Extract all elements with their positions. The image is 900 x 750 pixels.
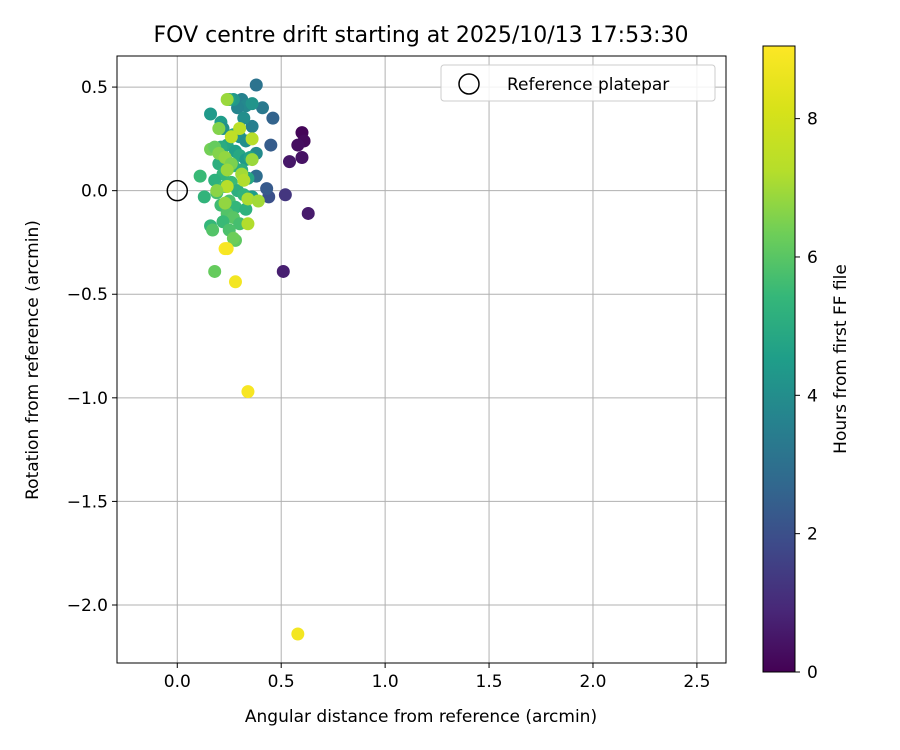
colorbar-tick-label: 2	[807, 525, 818, 545]
data-point	[220, 163, 234, 177]
colorbar-gradient	[762, 45, 796, 673]
y-tick-label: −2.0	[67, 596, 108, 616]
x-tick-label: 2.0	[579, 672, 606, 692]
y-tick-label: −0.5	[67, 285, 108, 305]
data-point	[224, 130, 238, 144]
x-tick-label: 2.5	[683, 672, 710, 692]
data-point	[291, 627, 305, 641]
legend: Reference platepar	[440, 64, 716, 102]
data-point	[260, 182, 274, 196]
data-point	[206, 223, 220, 237]
data-point	[239, 202, 253, 216]
data-point	[208, 173, 222, 187]
colorbar-tick-label: 6	[807, 248, 818, 268]
data-point	[228, 275, 242, 289]
y-axis-label: Rotation from reference (arcmin)	[23, 220, 43, 500]
colorbar: 0 2 4 6 8 Hours from first FF file	[762, 45, 851, 683]
scatter-points	[166, 78, 315, 641]
data-point	[241, 385, 255, 399]
chart-title: FOV centre drift starting at 2025/10/13 …	[154, 23, 689, 48]
colorbar-ticks: 0 2 4 6 8	[795, 110, 818, 683]
data-point	[197, 190, 211, 204]
data-point	[220, 93, 234, 107]
data-point	[212, 122, 226, 136]
data-point	[210, 184, 224, 198]
data-point	[245, 119, 259, 133]
data-point	[245, 132, 259, 146]
data-point	[301, 206, 315, 220]
colorbar-tick-label: 8	[807, 110, 818, 130]
data-point	[266, 111, 280, 125]
legend-box	[440, 64, 716, 102]
legend-reference-marker	[458, 73, 480, 95]
axes-frame	[116, 55, 727, 664]
data-point	[291, 138, 305, 152]
colorbar-label: Hours from first FF file	[831, 264, 851, 454]
data-point	[251, 194, 265, 208]
x-tick-label: 1.5	[476, 672, 503, 692]
data-point	[249, 78, 263, 92]
reference-platepar-marker	[166, 179, 189, 202]
data-point	[283, 155, 297, 169]
data-point	[237, 111, 251, 125]
data-point	[276, 264, 290, 278]
x-axis-label: Angular distance from reference (arcmin)	[245, 707, 597, 727]
y-tick-label: 0.5	[81, 78, 108, 98]
legend-label: Reference platepar	[507, 75, 669, 95]
x-tick-label: 1.0	[372, 672, 399, 692]
data-point	[208, 264, 222, 278]
data-point	[193, 169, 207, 183]
data-point	[241, 192, 255, 206]
y-tick-label: 0.0	[81, 182, 108, 202]
data-point	[220, 242, 234, 256]
data-point	[295, 151, 309, 165]
data-point	[226, 231, 240, 245]
data-point	[264, 138, 278, 152]
data-point	[278, 188, 292, 202]
data-point	[245, 153, 259, 167]
data-point	[204, 107, 218, 121]
x-tick-label: 0.5	[268, 672, 295, 692]
x-tick-label: 0.0	[164, 672, 191, 692]
data-point	[237, 173, 251, 187]
colorbar-tick-label: 4	[807, 386, 818, 406]
data-point	[245, 97, 259, 111]
colorbar-tick-label: 0	[807, 663, 818, 683]
data-point	[233, 122, 247, 136]
y-tick-label: −1.0	[67, 389, 108, 409]
y-tick-label: −1.5	[67, 492, 108, 512]
data-point	[220, 180, 234, 194]
x-axis-ticks: 0.0 0.5 1.0 1.5 2.0 2.5	[164, 663, 710, 692]
plot-area: 0.0 0.5 1.0 1.5 2.0 2.5 0.5 0.0 −0.5 −1.0 −1.5 −2.…	[67, 55, 727, 692]
data-point	[241, 217, 255, 231]
y-axis-ticks: 0.5 0.0 −0.5 −1.0 −1.5 −2.0	[67, 78, 117, 616]
data-point	[218, 196, 232, 210]
data-point	[255, 101, 269, 115]
